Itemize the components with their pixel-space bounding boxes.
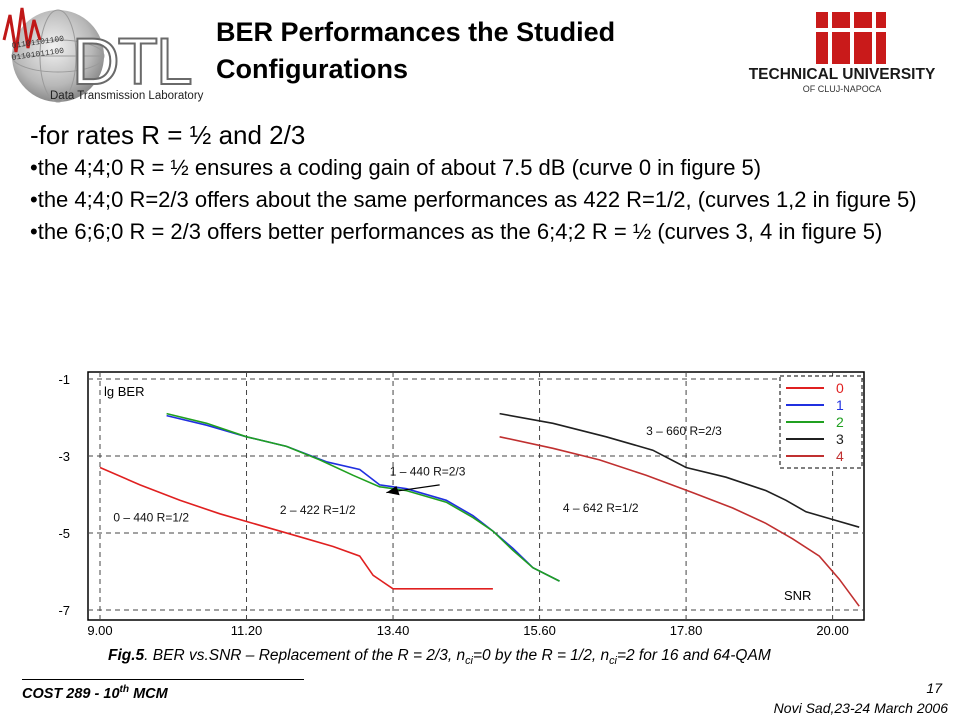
curve-annotation: 4 – 642 R=1/2 <box>563 501 639 515</box>
wave-icon <box>2 7 42 53</box>
y-tick-label: -1 <box>58 372 70 387</box>
page-title: BER Performances the Studied Configurati… <box>216 14 716 88</box>
page-number: 17 <box>926 680 942 696</box>
x-tick-label: 11.20 <box>231 623 263 638</box>
plot-area <box>87 371 865 621</box>
tu-logo: TECHNICAL UNIVERSITY OF CLUJ-NAPOCA <box>749 12 936 94</box>
x-tick-label: 20.00 <box>816 623 849 638</box>
bullet-1: •the 4;4;0 R = ½ ensures a coding gain o… <box>30 155 762 180</box>
footer-location-date: Novi Sad,23-24 March 2006 <box>773 700 948 716</box>
content-heading: -for rates R = ½ and 2/3 <box>30 120 306 150</box>
curve-annotation: 1 – 440 R=2/3 <box>390 464 466 478</box>
legend-label-2: 2 <box>836 414 844 430</box>
title-line-1: BER Performances the Studied <box>216 17 616 47</box>
x-tick-label: 9.00 <box>87 623 112 638</box>
figure-caption: Fig.5. BER vs.SNR – Replacement of the R… <box>108 647 771 668</box>
series-line-0 <box>99 466 493 590</box>
x-axis-label: SNR <box>784 588 811 603</box>
dtl-logo-text: DTL <box>72 24 191 98</box>
ber-chart: 9.00 11.20 13.40 15.60 17.80 20.00 -1 -3 -5 -7 lg … <box>58 371 865 638</box>
caption-label: Fig.5 <box>108 647 145 664</box>
curve-annotation: 3 – 660 R=2/3 <box>646 424 722 438</box>
bullet-3: •the 6;6;0 R = 2/3 offers better perform… <box>30 219 883 244</box>
legend-label-4: 4 <box>836 448 844 464</box>
x-tick-label: 13.40 <box>377 623 410 638</box>
title-line-2: Configurations <box>216 54 408 84</box>
tu-logo-line-2: OF CLUJ-NAPOCA <box>803 84 882 94</box>
tu-logo-line-1: TECHNICAL UNIVERSITY <box>749 66 936 83</box>
curve-annotation: 0 – 440 R=1/2 <box>113 510 189 524</box>
annotation-arrowhead <box>386 486 400 496</box>
dtl-logo-subtitle: Data Transmission Laboratory <box>50 90 204 102</box>
x-tick-label: 17.80 <box>670 623 703 638</box>
series-line-3 <box>499 412 860 528</box>
legend-label-3: 3 <box>836 431 844 447</box>
footer-divider <box>22 679 304 680</box>
y-tick-label: -5 <box>58 526 70 541</box>
y-tick-label: -7 <box>58 603 70 618</box>
series-line-4 <box>499 436 860 607</box>
content: -for rates R = ½ and 2/3 •the 4;4;0 R = … <box>30 118 940 252</box>
y-axis-label: lg BER <box>104 384 144 399</box>
dtl-logo: 01101101100 01101011100 DTL Data Transmi… <box>2 7 204 103</box>
legend-label-1: 1 <box>836 397 844 413</box>
curve-annotation: 2 – 422 R=1/2 <box>280 503 356 517</box>
x-tick-label: 15.60 <box>523 623 556 638</box>
y-tick-label: -3 <box>58 449 70 464</box>
footer-conference: COST 289 - 10th MCM <box>22 684 168 702</box>
bullet-2: •the 4;4;0 R=2/3 offers about the same p… <box>30 187 917 212</box>
legend-label-0: 0 <box>836 380 844 396</box>
